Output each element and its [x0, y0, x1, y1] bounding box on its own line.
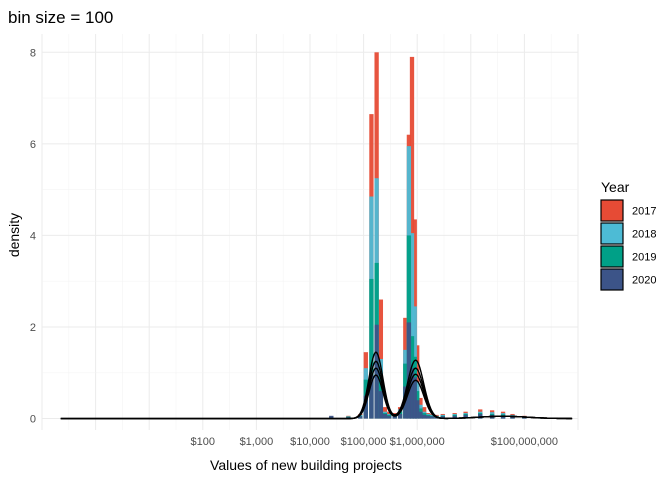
histogram-bar-2020	[409, 368, 415, 419]
histogram-bar-2020	[378, 391, 384, 419]
chart-title: bin size = 100	[8, 8, 113, 27]
legend-key-2020	[600, 268, 624, 291]
legend-key-2017	[600, 199, 624, 222]
grid-lines	[41, 34, 579, 430]
histogram-bar-2020	[429, 416, 435, 419]
histogram-bar-2020	[440, 416, 445, 419]
y-axis-ticks: 0 2 4 6 8	[30, 47, 36, 425]
legend-key-2018	[600, 222, 624, 245]
histogram-bar-2020	[382, 413, 388, 419]
histogram-bar-2020	[358, 416, 363, 419]
histogram-bar-2020	[329, 415, 334, 419]
y-tick-label: 8	[30, 47, 36, 59]
histogram-bar-2020	[510, 416, 515, 419]
x-tick-label: $1,000,000	[390, 436, 445, 448]
histogram-bar-2020	[422, 414, 427, 419]
histogram-bar-2020	[392, 416, 397, 419]
x-tick-label: $100	[191, 436, 215, 448]
histogram-bar-2020	[363, 395, 368, 419]
histogram-bar-2020	[374, 324, 379, 419]
x-axis-ticks: $100 $1,000 $10,000 $100,000 $1,000,000 $100,…	[191, 436, 558, 448]
histogram-bar-2020	[522, 417, 527, 419]
y-tick-label: 0	[30, 414, 36, 426]
legend-label-2018: 2018	[632, 229, 656, 241]
legend: Year 2017 2018 2019 2020	[600, 179, 656, 291]
histogram-bar-2020	[425, 415, 431, 419]
x-tick-label: $10,000	[290, 436, 330, 448]
histogram-bar-2020	[452, 415, 457, 419]
x-tick-label: $100,000,000	[491, 436, 558, 448]
histogram-bar-2020	[415, 400, 420, 419]
x-axis-title: Values of new building projects	[210, 457, 402, 473]
legend-label-2020: 2020	[632, 275, 656, 287]
density-curves	[60, 351, 573, 420]
legend-label-2019: 2019	[632, 252, 656, 264]
y-axis-title: density	[6, 213, 22, 257]
histogram-bar-2020	[369, 375, 374, 419]
histogram-bar-2020	[406, 322, 412, 419]
y-tick-label: 6	[30, 139, 36, 151]
histogram-bar-2020	[463, 414, 468, 419]
legend-title: Year	[601, 179, 630, 195]
histogram-bar-2020	[478, 413, 483, 419]
histogram-bar-2019	[369, 278, 374, 419]
histogram-bars	[329, 52, 543, 419]
histogram-bar-2018	[409, 233, 415, 419]
y-tick-label: 4	[30, 230, 36, 242]
legend-label-2017: 2017	[632, 206, 656, 218]
y-tick-label: 2	[30, 322, 36, 334]
histogram-bar-2020	[412, 377, 417, 419]
histogram-bar-2020	[397, 413, 403, 419]
density-curve-2020	[60, 374, 573, 420]
histogram-bar-2020	[387, 415, 392, 419]
x-tick-label: $100,000	[341, 436, 387, 448]
histogram-bar-2020	[418, 411, 423, 419]
legend-key-2019	[600, 245, 624, 268]
x-tick-label: $1,000	[240, 436, 274, 448]
